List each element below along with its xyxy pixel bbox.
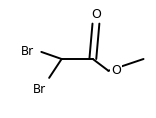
Text: O: O	[111, 64, 121, 77]
Text: Br: Br	[21, 45, 34, 58]
Text: Br: Br	[33, 83, 46, 96]
Text: O: O	[91, 8, 101, 21]
